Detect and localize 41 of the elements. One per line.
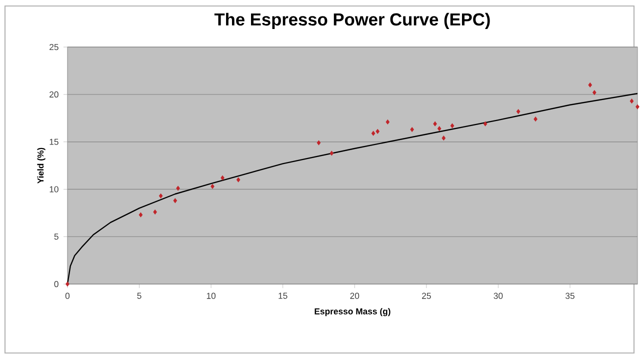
y-tick-label: 25 [50,44,58,50]
point [433,121,437,126]
x-axis-title: Espresso Mass (g) [314,308,390,316]
point [236,177,240,182]
point [410,127,414,132]
x-tick-label: 20 [350,292,360,299]
point [210,184,214,189]
y-tick-label: 10 [50,186,58,192]
point [483,121,488,126]
point [176,186,180,191]
point [442,136,446,140]
point [592,90,596,95]
y-tick-label: 20 [50,91,58,98]
y-tick-label: 0 [54,280,58,288]
x-tick-label: 10 [206,292,216,299]
point [153,210,157,214]
point [158,193,163,198]
y-axis-title: Yield (%) [37,148,46,184]
point [330,150,334,156]
y-tick-label: 5 [54,234,58,240]
point [450,123,454,128]
x-tick-label: 0 [65,292,70,299]
point [371,130,376,136]
point [588,82,592,88]
point [386,120,390,124]
y-tick-label: 15 [50,138,58,145]
chart-title: The Espresso Power Curve (EPC) [214,12,490,30]
x-tick-label: 5 [137,292,142,299]
x-tick-label: 30 [494,292,503,299]
point [534,116,538,122]
point [516,109,520,114]
x-tick-label: 25 [422,292,431,299]
point [220,175,224,180]
point [376,129,380,134]
point [173,198,178,204]
x-tick-label: 15 [278,292,288,299]
x-tick-label: 35 [566,292,574,299]
point [316,140,321,146]
point [66,282,70,286]
point [437,126,442,131]
point [138,212,143,218]
